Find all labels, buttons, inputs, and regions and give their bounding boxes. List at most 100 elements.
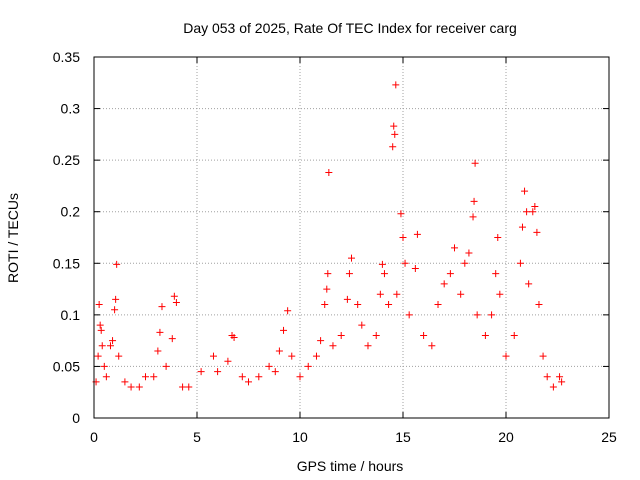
x-tick-label: 15	[395, 429, 411, 445]
data-point	[529, 208, 537, 216]
data-point	[245, 378, 252, 386]
data-point	[154, 347, 162, 355]
data-point	[158, 303, 166, 311]
data-point	[405, 311, 413, 319]
data-point	[115, 352, 123, 360]
data-point	[556, 373, 564, 381]
data-point	[496, 290, 504, 298]
data-point	[457, 290, 465, 298]
data-point	[473, 311, 481, 319]
y-tick-label: 0.35	[53, 49, 80, 65]
data-point	[337, 331, 345, 339]
plot-frame	[93, 56, 610, 419]
data-point	[434, 301, 442, 309]
data-point	[214, 368, 222, 376]
data-point	[275, 347, 283, 355]
x-tick-label: 5	[193, 429, 201, 445]
data-point	[265, 362, 273, 370]
data-point	[94, 352, 102, 360]
data-point	[271, 368, 279, 376]
data-point	[525, 280, 533, 288]
data-point	[420, 331, 428, 339]
chart-title: Day 053 of 2025, Rate Of TEC Index for r…	[183, 20, 517, 36]
data-point	[461, 259, 469, 267]
data-point	[288, 352, 296, 360]
data-point	[142, 373, 149, 381]
data-point	[411, 264, 419, 272]
data-point	[533, 228, 541, 236]
data-point	[558, 378, 566, 386]
data-point	[324, 270, 332, 278]
data-point	[364, 342, 372, 350]
data-point	[224, 357, 232, 365]
data-point	[392, 81, 400, 89]
y-tick-label: 0.2	[61, 204, 81, 220]
data-point	[238, 373, 246, 381]
data-point	[345, 270, 353, 278]
y-tick-label: 0.15	[53, 255, 80, 271]
data-point	[451, 244, 458, 252]
data-point	[95, 301, 103, 309]
data-point	[121, 378, 129, 386]
data-point	[380, 270, 388, 278]
data-point	[127, 383, 135, 391]
data-point	[481, 331, 489, 339]
x-tick-label: 0	[90, 429, 98, 445]
data-point	[390, 122, 398, 130]
data-point	[135, 383, 143, 391]
data-point	[112, 295, 120, 303]
data-point	[428, 342, 436, 350]
y-tick-label: 0.05	[53, 358, 80, 374]
data-point	[469, 213, 477, 221]
data-point	[150, 373, 158, 381]
data-point	[97, 326, 105, 334]
data-point	[531, 203, 539, 211]
data-point	[471, 159, 479, 167]
data-point	[492, 270, 500, 278]
data-point	[209, 352, 217, 360]
axis-ticks	[93, 56, 610, 419]
data-point	[317, 337, 325, 345]
data-point	[304, 362, 312, 370]
data-point	[376, 290, 384, 298]
y-tick-label: 0.25	[53, 152, 80, 168]
data-point	[516, 259, 524, 267]
data-point	[521, 187, 529, 195]
y-axis-label: ROTI / TECUs	[5, 193, 21, 283]
data-point	[518, 223, 526, 231]
data-point	[354, 301, 362, 309]
data-point	[170, 292, 178, 300]
data-point	[113, 260, 121, 268]
data-point	[102, 373, 110, 381]
data-point	[312, 352, 320, 360]
data-point	[391, 130, 399, 138]
data-point	[393, 290, 401, 298]
data-point	[156, 328, 164, 336]
data-point	[172, 298, 180, 306]
data-point	[465, 249, 473, 257]
data-point	[100, 362, 108, 370]
data-point	[372, 331, 380, 339]
data-point	[98, 342, 106, 350]
data-point	[111, 306, 119, 314]
data-point	[470, 197, 478, 205]
data-point	[502, 352, 510, 360]
data-point	[549, 383, 557, 391]
data-point	[280, 326, 288, 334]
data-point	[399, 234, 407, 241]
data-point	[179, 383, 187, 391]
data-point	[494, 234, 502, 241]
data-point	[401, 259, 409, 267]
data-point	[96, 321, 104, 329]
x-tick-labels: 0 5 10 15 20 25	[90, 429, 617, 445]
data-point	[185, 383, 193, 391]
data-point	[284, 307, 292, 315]
data-point	[358, 321, 366, 329]
data-point	[543, 373, 551, 381]
data-point	[446, 270, 454, 278]
data-point	[535, 301, 543, 309]
data-point	[255, 373, 263, 381]
x-tick-label: 20	[498, 429, 514, 445]
data-point	[397, 210, 405, 218]
